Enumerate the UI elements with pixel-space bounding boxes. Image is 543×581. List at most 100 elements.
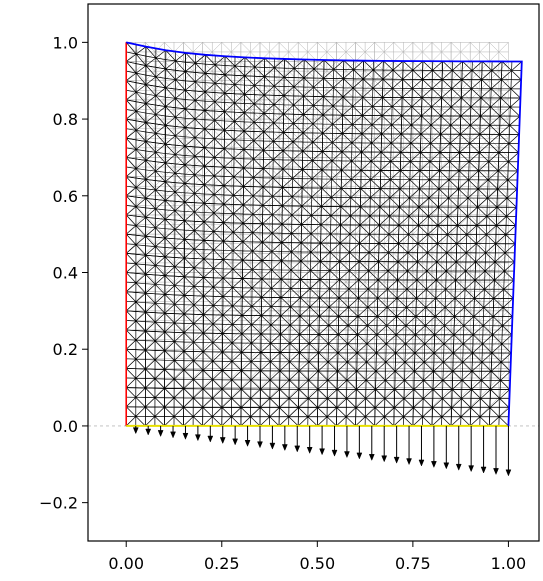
deformed-mesh-cell [221, 370, 242, 390]
deformed-mesh-cell [224, 74, 246, 95]
deformed-mesh-cell [422, 60, 444, 80]
load-arrow-head [257, 441, 263, 449]
deformed-mesh-cell [431, 407, 453, 427]
load-arrow-head [306, 447, 313, 454]
deformed-mesh-cell [164, 237, 185, 259]
deformed-mesh-cell [436, 243, 458, 263]
deformed-mesh-cell [455, 243, 477, 263]
deformed-mesh-cell [440, 115, 462, 135]
deformed-mesh-cell [341, 151, 362, 171]
deformed-mesh-cell [494, 261, 515, 281]
deformed-mesh-cell [475, 225, 497, 245]
deformed-mesh-cell [375, 370, 396, 390]
deformed-mesh-cell [145, 179, 166, 201]
deformed-mesh-cell [316, 407, 338, 427]
undeformed-mesh-cell [374, 387, 395, 407]
deformed-mesh-cell [479, 115, 501, 135]
y-tick-label: 0.0 [53, 417, 78, 436]
deformed-mesh-cell [499, 97, 521, 117]
deformed-mesh-cell [417, 224, 439, 244]
deformed-mesh-cell [452, 352, 473, 372]
deformed-mesh-cell [393, 389, 415, 409]
deformed-mesh-cell [433, 352, 454, 372]
deformed-mesh-cell [419, 151, 441, 172]
undeformed-mesh-cell [412, 42, 433, 62]
load-arrow [207, 425, 214, 443]
undeformed-mesh-cell [259, 368, 280, 388]
deformed-mesh-cell [362, 60, 384, 80]
deformed-mesh-cell [319, 279, 340, 299]
deformed-mesh-cell [280, 297, 301, 317]
x-axis-ticks: 0.00 0.25 0.50 0.75 1.00 [108, 541, 526, 573]
deformed-mesh-cell [183, 313, 204, 334]
deformed-mesh-cell [419, 170, 440, 190]
deformed-mesh-cell [261, 278, 282, 298]
y-tick-label: 1.0 [53, 33, 78, 52]
deformed-mesh-cell [241, 315, 262, 335]
deformed-mesh-cell [321, 169, 342, 189]
load-arrow-head [443, 462, 450, 470]
deformed-mesh-cell [321, 151, 343, 171]
undeformed-mesh-cell [297, 387, 318, 407]
deformed-mesh-cell [242, 259, 263, 280]
load-arrow [170, 425, 176, 439]
deformed-mesh-cell [361, 133, 382, 153]
deformed-mesh-cell [280, 260, 302, 280]
load-arrow-head [393, 456, 400, 464]
deformed-mesh-cell [342, 78, 364, 98]
undeformed-mesh-cell [183, 310, 203, 331]
y-tick-label: 0.6 [53, 187, 78, 206]
deformed-mesh-cell [472, 334, 493, 354]
deformed-mesh-cell [298, 388, 319, 408]
load-arrow-head [431, 461, 437, 469]
x-tick-label: 0.00 [108, 554, 144, 573]
deformed-mesh-cell [185, 71, 206, 93]
undeformed-mesh-cell [278, 138, 299, 158]
deformed-mesh-cell [336, 389, 357, 409]
load-arrow [195, 425, 201, 442]
load-arrow [182, 425, 189, 440]
load-arrow [294, 425, 301, 453]
deformed-mesh-cell [318, 297, 340, 317]
deformed-mesh-cell [432, 370, 454, 390]
undeformed-mesh-cell [202, 195, 223, 216]
deformed-mesh-cell [495, 206, 517, 226]
load-arrow [493, 425, 499, 476]
deformed-mesh-cell [490, 352, 512, 372]
deformed-mesh-cell [397, 261, 418, 281]
deformed-mesh-cell [202, 332, 223, 353]
deformed-mesh-cell [125, 368, 146, 389]
deformed-mesh-cell [337, 315, 359, 335]
deformed-mesh-cell [299, 279, 321, 299]
deformed-mesh-cell [417, 243, 438, 263]
deformed-mesh-cell [221, 388, 242, 408]
deformed-mesh-cell [202, 407, 223, 427]
deformed-mesh-cell [281, 205, 303, 225]
deformed-mesh-cell [262, 149, 284, 170]
deformed-mesh-cell [495, 225, 517, 245]
deformed-mesh-cell [184, 239, 205, 260]
deformed-mesh-cell [184, 164, 205, 186]
deformed-mesh-cell [339, 261, 360, 281]
load-arrow [480, 425, 487, 474]
deformed-mesh-cell [402, 60, 424, 80]
deformed-mesh-cell [240, 370, 262, 390]
deformed-mesh-cell [379, 188, 401, 208]
deformed-mesh-cell [441, 79, 463, 99]
deformed-mesh-cell [303, 77, 325, 97]
deformed-mesh-cell [145, 311, 166, 333]
deformed-mesh-cell [241, 333, 262, 353]
undeformed-mesh-cell [393, 42, 414, 62]
undeformed-mesh-cell [489, 42, 509, 62]
deformed-mesh-cell [376, 316, 397, 336]
deformed-mesh-cell [439, 133, 461, 153]
deformed-mesh-cell [224, 111, 245, 132]
undeformed-mesh-cell [297, 80, 318, 101]
deformed-mesh-cell [413, 389, 434, 409]
load-arrow-head [294, 445, 301, 453]
deformed-mesh-cell [260, 315, 282, 335]
load-arrow-head [418, 459, 425, 467]
deformed-mesh-cell [458, 170, 479, 190]
deformed-mesh-cell [355, 370, 377, 390]
deformed-mesh-cell [260, 370, 281, 390]
